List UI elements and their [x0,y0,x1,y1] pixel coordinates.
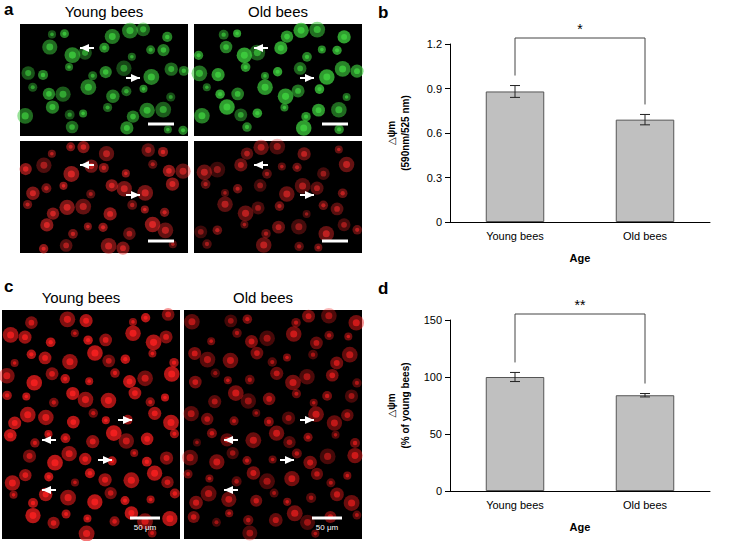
svg-text:d: d [378,279,388,298]
svg-text:50 μm: 50 μm [134,523,157,532]
svg-text:Age: Age [570,252,591,264]
svg-text:(% of young bees): (% of young bees) [400,362,411,448]
svg-text:△ψm: △ψm [386,121,397,145]
svg-text:c: c [4,277,13,296]
svg-text:**: ** [575,297,586,313]
svg-text:50: 50 [430,428,442,440]
svg-text:0: 0 [436,216,442,228]
svg-text:*: * [577,21,583,37]
svg-text:100: 100 [424,371,442,383]
svg-text:Young bees: Young bees [486,230,544,242]
svg-text:0.9: 0.9 [427,83,442,95]
svg-text:Young bees: Young bees [65,3,144,20]
svg-text:(590nm/525 nm): (590nm/525 nm) [400,95,411,171]
svg-text:a: a [4,0,14,19]
svg-text:Young bees: Young bees [42,289,121,306]
svg-text:Old bees: Old bees [623,230,668,242]
svg-text:△ψm: △ψm [386,393,397,417]
svg-text:Young bees: Young bees [486,499,544,511]
svg-text:150: 150 [424,314,442,326]
svg-text:1.2: 1.2 [427,38,442,50]
svg-text:Old bees: Old bees [623,499,668,511]
svg-text:Old bees: Old bees [248,3,308,20]
svg-text:0: 0 [436,485,442,497]
svg-text:b: b [378,3,388,22]
svg-text:50 μm: 50 μm [316,523,339,532]
svg-text:Age: Age [570,521,591,533]
svg-text:Old bees: Old bees [233,289,293,306]
svg-text:0.6: 0.6 [427,127,442,139]
svg-text:0.3: 0.3 [427,172,442,184]
